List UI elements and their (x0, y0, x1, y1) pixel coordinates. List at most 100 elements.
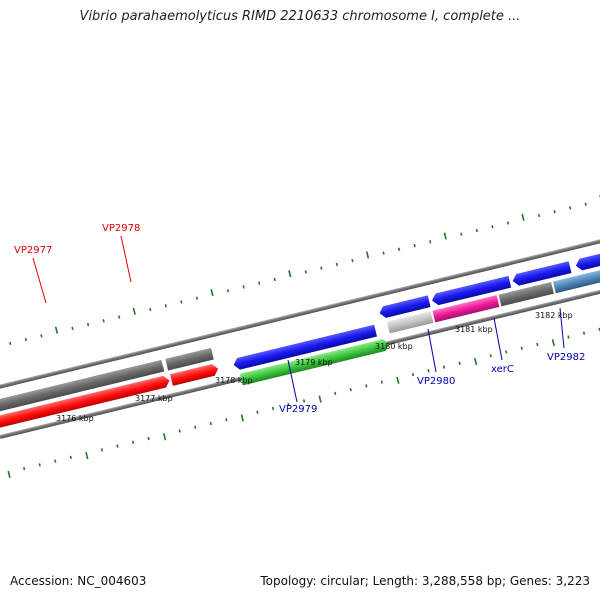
tick-mark (178, 429, 181, 433)
tick-mark (582, 331, 586, 335)
tick-mark (413, 243, 416, 248)
tick-mark (380, 380, 383, 384)
tick-mark (349, 387, 352, 392)
gene-label-vp2980: VP2980 (417, 376, 455, 387)
gene-blue-vp2980 (379, 295, 431, 318)
tick-mark (273, 277, 276, 282)
tick-mark (551, 339, 555, 347)
tick-mark (475, 228, 478, 233)
tick-row-lower (7, 327, 600, 478)
tick-mark (102, 319, 105, 323)
tick-mark (164, 304, 167, 308)
gene-red-vp2977 (0, 375, 170, 429)
tick-mark (335, 262, 339, 267)
coord-label-3180: 3180 kbp (375, 342, 413, 351)
tick-mark (396, 376, 400, 384)
tick-mark (474, 357, 478, 366)
tick-mark (442, 365, 446, 369)
leader-vp2979 (287, 359, 298, 403)
tick-mark (537, 213, 541, 218)
tick-mark (411, 372, 415, 377)
coord-label-3181: 3181 kbp (455, 325, 493, 334)
tick-mark (584, 202, 587, 206)
leader-vp2978 (120, 235, 132, 283)
tick-mark (382, 251, 385, 255)
tick-mark (506, 221, 510, 225)
tick-mark (118, 315, 121, 319)
tick-mark (209, 421, 212, 426)
tick-mark (491, 225, 494, 229)
gene-pink (432, 295, 500, 323)
tick-mark (443, 232, 447, 240)
gene-green-vp2979 (239, 339, 390, 386)
tick-mark (567, 335, 570, 339)
tick-mark (320, 266, 323, 270)
tick-mark (271, 406, 275, 411)
tick-mark (85, 451, 89, 460)
tick-mark (304, 270, 307, 274)
tick-mark (132, 307, 136, 315)
tick-mark (38, 463, 41, 467)
tick-mark (569, 206, 572, 210)
tick-mark (256, 410, 259, 414)
tick-mark (225, 418, 228, 422)
tick-mark (287, 403, 290, 407)
tick-mark (54, 326, 59, 334)
tick-mark (195, 296, 199, 300)
tick-mark (24, 337, 27, 342)
backbone-line-upper (0, 236, 600, 392)
gene-label-vp2978: VP2978 (102, 223, 140, 234)
tick-mark (520, 346, 523, 350)
tick-mark (302, 399, 306, 403)
gene-blue-xerc (432, 275, 512, 306)
gene-steel (552, 266, 600, 294)
tick-mark (489, 354, 492, 358)
tick-mark (131, 440, 135, 444)
tick-row-upper (9, 194, 600, 346)
coord-label-3182: 3182 kbp (535, 311, 573, 320)
tick-mark (240, 414, 244, 422)
gene-red-vp2978 (170, 364, 219, 386)
gene-blue-long (233, 324, 377, 370)
leader-vp2980 (427, 328, 437, 373)
tick-mark (147, 436, 150, 441)
tick-mark (9, 341, 12, 346)
tick-mark (210, 288, 214, 297)
tick-mark (521, 213, 525, 221)
gene-label-vp2982: VP2982 (547, 352, 585, 363)
tick-mark (100, 448, 104, 452)
tick-mark (149, 307, 152, 312)
tick-mark (288, 270, 292, 278)
leader-vp2977 (32, 257, 47, 304)
tick-mark (86, 322, 90, 327)
tick-mark (351, 258, 354, 263)
leader-vp2982 (559, 307, 565, 349)
tick-mark (334, 391, 337, 396)
tick-mark (397, 247, 401, 251)
coord-label-3176: 3176 kbp (56, 414, 94, 423)
tick-mark (505, 350, 508, 354)
tick-mark (116, 444, 119, 448)
tick-mark (7, 470, 11, 478)
tick-mark (318, 395, 322, 403)
gene-lightgray (386, 311, 434, 334)
coord-label-3177: 3177 kbp (135, 394, 173, 403)
gene-label-xerc: xerC (491, 364, 514, 375)
tick-mark (365, 251, 370, 259)
tick-mark (258, 281, 261, 285)
gene-label-vp2977: VP2977 (14, 245, 52, 256)
tick-mark (180, 300, 183, 304)
gene-gray-upper-vp2978 (165, 347, 214, 371)
tick-mark (162, 433, 167, 441)
tick-mark (23, 466, 26, 471)
tick-mark (242, 285, 245, 289)
tick-mark (226, 289, 230, 293)
tick-mark (429, 240, 432, 244)
topology-summary-text: Topology: circular; Length: 3,288,558 bp… (260, 574, 590, 588)
coord-label-3179: 3179 kbp (295, 358, 333, 367)
tick-mark (71, 326, 74, 330)
tick-mark (69, 455, 72, 460)
gene-gray-upper-left (0, 359, 165, 413)
gene-blue-vp2982 (512, 261, 572, 286)
